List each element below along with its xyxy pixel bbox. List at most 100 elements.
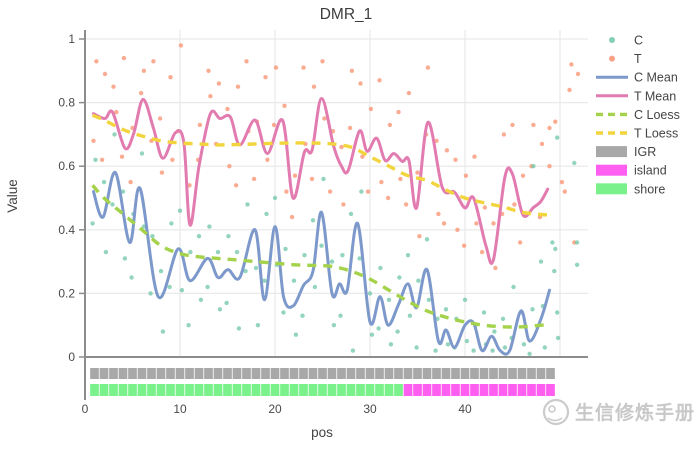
c-point [205,284,210,290]
c-point [321,176,326,182]
igr-segment [280,368,289,379]
igr-segment [185,368,194,379]
shore-segment [213,384,223,396]
c-point [120,189,126,194]
legend-item-t[interactable]: T [609,52,642,66]
t-point [368,106,374,112]
igr-segment [327,368,337,379]
c-point [357,256,362,261]
c-point [264,211,269,217]
legend-item-label: shore [634,182,665,196]
t-point [501,132,507,137]
c-point [291,278,297,283]
c-point [552,268,557,274]
shore-segment [137,384,147,396]
legend-item-c-mean[interactable]: C Mean [596,71,678,85]
c-point [262,278,267,283]
legend-item-t-loess[interactable]: T Loess [596,127,678,141]
t-point [271,122,277,128]
shore-segment [128,384,137,396]
legend-swatch-rect [596,164,627,176]
t-point [208,94,213,99]
c-point [502,345,508,350]
island-segment [413,384,422,396]
y-tick-label: 0.4 [58,223,75,237]
c-point [224,300,229,306]
c-point [186,323,191,328]
c-point [550,240,555,245]
shore-segment [280,384,289,396]
igr-segment [251,368,261,379]
c-point [312,284,318,290]
t-point [493,265,498,271]
t-point [472,154,477,159]
c-point [329,259,335,264]
c-point [348,211,354,217]
legend-item-shore[interactable]: shore [596,182,665,196]
island-segment [432,384,441,396]
x-tick-label: 0 [82,402,89,416]
t-point [339,144,344,150]
t-point [425,65,431,70]
t-point [517,240,523,245]
igr-segment [498,368,508,379]
igr-segment [384,368,394,379]
igr-segment [546,368,555,379]
c-point [521,342,527,347]
c-point [433,348,438,353]
legend-item-c-loess[interactable]: C Loess [596,108,680,122]
shore-segment [242,384,251,396]
c-point [395,329,400,334]
island-segment [403,384,413,396]
c-point [122,256,128,261]
c-mean-line [92,171,551,356]
c-point [376,326,381,331]
legend-swatch-rect [596,146,627,158]
c-point [464,338,470,344]
legend-item-t-mean[interactable]: T Mean [596,89,676,103]
shore-segment [318,384,327,396]
t-point [385,195,391,201]
island-segment [498,384,508,396]
t-point [119,154,125,159]
c-point [511,284,516,290]
t-point [157,116,163,121]
igr-segment [451,368,460,379]
island-segment [527,384,536,396]
y-tick-label: 0.8 [58,96,75,110]
legend-item-island[interactable]: island [596,164,667,178]
shore-segment [327,384,337,396]
legend-item-c[interactable]: C [609,34,643,48]
igr-segment [365,368,375,379]
igr-segment [99,368,109,379]
shore-segment [232,384,242,396]
t-point [434,138,439,143]
c-point [443,307,449,312]
c-point [196,234,202,239]
c-point [281,310,286,315]
c-point [574,262,580,267]
c-point [207,224,212,229]
shore-segment [204,384,213,396]
legend-item-igr[interactable]: IGR [596,145,656,159]
annotation-bars [90,368,555,396]
shore-segment [299,384,308,396]
t-point [347,125,353,131]
igr-segment [166,368,175,379]
island-segment [536,384,546,396]
c-point [555,335,561,341]
c-point [481,310,487,315]
t-mean-line [92,96,550,266]
t-point [114,109,119,115]
c-point [188,249,193,255]
shore-segment [346,384,356,396]
igr-segment [441,368,451,379]
y-tick-label: 0 [68,350,75,364]
c-point [386,297,392,302]
t-point [531,122,536,128]
t-point [187,183,192,188]
igr-segment [147,368,156,379]
t-point [547,125,552,131]
c-point [90,221,95,226]
